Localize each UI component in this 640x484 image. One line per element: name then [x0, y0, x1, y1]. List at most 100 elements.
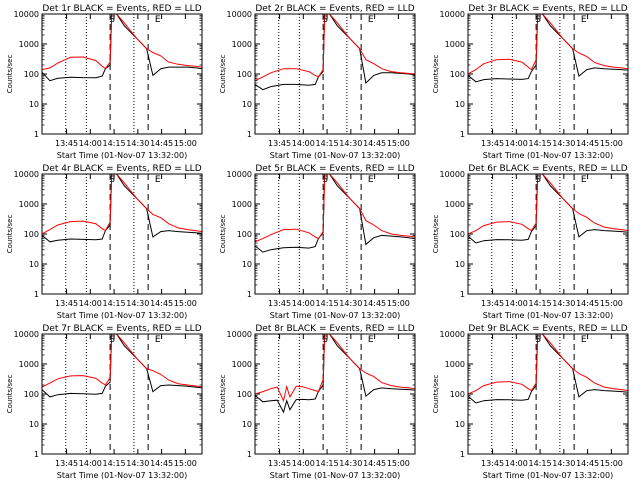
series-line-events — [255, 14, 415, 91]
y-axis-label: Counts/sec — [6, 55, 14, 94]
plot-frame — [41, 333, 203, 455]
series-group — [468, 14, 628, 83]
y-tick-label: 1000 — [19, 360, 39, 369]
series-line-events — [468, 14, 628, 83]
series-line-lld — [255, 174, 415, 243]
plot-frame — [467, 173, 629, 295]
y-tick-label: 10 — [29, 260, 39, 269]
series-line-lld — [255, 14, 415, 82]
x-tick-label: 15:00 — [174, 299, 197, 308]
y-tick-label: 1 — [247, 450, 252, 459]
plot-frame — [254, 333, 416, 455]
y-tick-label: 1000 — [19, 40, 39, 49]
y-axis-label: Counts/sec — [219, 215, 227, 254]
panel-4: Det 4r BLACK = Events, RED = LLD Counts/s… — [6, 164, 203, 320]
y-tick-label: 100 — [450, 70, 465, 79]
y-tick-label: 1000 — [232, 360, 252, 369]
series-group — [255, 334, 415, 414]
panel-5: Det 5r BLACK = Events, RED = LLD Counts/s… — [219, 164, 416, 320]
y-tick-label: 10000 — [227, 170, 252, 179]
marker-e: E — [155, 15, 161, 25]
y-tick-label: 10000 — [440, 330, 465, 339]
panel-title: Det 4r BLACK = Events, RED = LLD — [42, 164, 201, 174]
series-group — [255, 174, 415, 253]
series-line-lld — [468, 334, 628, 395]
x-tick-label: 13:45 — [268, 299, 291, 308]
series-line-lld — [468, 174, 628, 235]
y-tick-label: 10 — [242, 260, 252, 269]
y-axis-label: Counts/sec — [6, 215, 14, 254]
y-tick-label: 10000 — [14, 330, 39, 339]
y-tick-label: 1000 — [232, 40, 252, 49]
panel-3: Det 3r BLACK = Events, RED = LLD Counts/s… — [432, 4, 629, 160]
x-tick-label: 14:30 — [339, 459, 362, 468]
y-tick-label: 100 — [450, 230, 465, 239]
x-tick-label: 15:00 — [600, 139, 623, 148]
x-axis-label: Start Time (01-Nov-07 13:32:00) — [57, 151, 187, 160]
x-tick-label: 14:15 — [529, 459, 552, 468]
plot-frame — [41, 173, 203, 295]
y-tick-label: 100 — [24, 390, 39, 399]
series-group — [468, 174, 628, 244]
panel-9: Det 9r BLACK = Events, RED = LLD Counts/s… — [432, 324, 629, 480]
x-tick-label: 14:15 — [103, 139, 126, 148]
x-tick-label: 14:30 — [552, 459, 575, 468]
series-line-events — [42, 14, 202, 82]
marker-s: S — [109, 15, 115, 25]
x-tick-label: 13:45 — [268, 139, 291, 148]
x-tick-label: 14:15 — [316, 459, 339, 468]
panel-title: Det 1r BLACK = Events, RED = LLD — [42, 4, 201, 14]
x-tick-label: 13:45 — [268, 459, 291, 468]
series-line-lld — [42, 334, 202, 388]
x-tick-label: 14:45 — [363, 299, 386, 308]
plot-frame — [467, 13, 629, 135]
x-tick-label: 14:15 — [316, 139, 339, 148]
x-tick-label: 13:45 — [55, 139, 78, 148]
y-tick-label: 1 — [460, 130, 465, 139]
y-tick-label: 10000 — [440, 10, 465, 19]
y-tick-label: 100 — [237, 70, 252, 79]
y-axis-label: Counts/sec — [219, 55, 227, 94]
x-tick-label: 14:45 — [363, 139, 386, 148]
x-axis-label: Start Time (01-Nov-07 13:32:00) — [483, 311, 613, 320]
series-group — [42, 174, 202, 243]
y-tick-label: 10000 — [14, 10, 39, 19]
y-tick-label: 1 — [460, 290, 465, 299]
series-line-events — [468, 174, 628, 244]
x-tick-label: 14:15 — [529, 299, 552, 308]
x-tick-label: 14:30 — [552, 139, 575, 148]
x-axis-label: Start Time (01-Nov-07 13:32:00) — [270, 311, 400, 320]
x-tick-label: 13:45 — [481, 299, 504, 308]
marker-e: E — [155, 175, 161, 185]
x-tick-label: 14:15 — [103, 299, 126, 308]
y-tick-label: 10 — [242, 100, 252, 109]
x-tick-label: 14:45 — [363, 459, 386, 468]
y-tick-label: 100 — [24, 230, 39, 239]
x-tick-label: 14:45 — [150, 459, 173, 468]
x-tick-label: 15:00 — [387, 299, 410, 308]
x-axis-label: Start Time (01-Nov-07 13:32:00) — [483, 151, 613, 160]
marker-e: E — [155, 335, 161, 345]
x-tick-label: 14:00 — [505, 299, 528, 308]
series-line-lld — [255, 334, 415, 403]
y-axis-label: Counts/sec — [432, 375, 440, 414]
marker-s: S — [109, 175, 115, 185]
x-tick-label: 14:45 — [576, 299, 599, 308]
x-tick-label: 15:00 — [387, 139, 410, 148]
series-group — [468, 334, 628, 404]
x-tick-label: 14:00 — [505, 139, 528, 148]
series-line-lld — [42, 14, 202, 71]
y-tick-label: 1000 — [445, 200, 465, 209]
series-line-events — [42, 174, 202, 243]
panel-title: Det 3r BLACK = Events, RED = LLD — [468, 4, 627, 14]
x-tick-label: 13:45 — [481, 459, 504, 468]
panel-title: Det 8r BLACK = Events, RED = LLD — [255, 324, 414, 334]
x-tick-label: 14:45 — [150, 299, 173, 308]
y-tick-label: 10000 — [14, 170, 39, 179]
series-group — [255, 14, 415, 91]
marker-e: E — [581, 15, 587, 25]
x-tick-label: 14:45 — [150, 139, 173, 148]
panel-title: Det 9r BLACK = Events, RED = LLD — [468, 324, 627, 334]
x-axis-label: Start Time (01-Nov-07 13:32:00) — [57, 471, 187, 480]
